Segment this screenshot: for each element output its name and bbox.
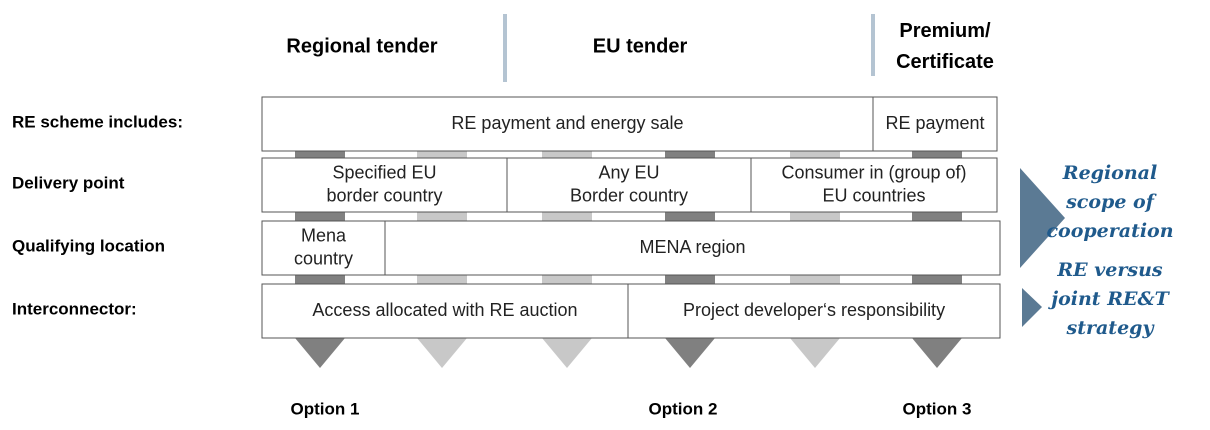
cell-text: Border country	[570, 185, 688, 205]
cell-text: Consumer in (group of)	[781, 162, 966, 182]
cell-box	[872, 96, 998, 152]
cell-text: MENA region	[639, 237, 745, 257]
column-header: Regional tender	[286, 35, 437, 57]
column-header: Certificate	[896, 51, 994, 73]
cell-box	[506, 157, 752, 213]
cell-text: Access allocated with RE auction	[312, 300, 577, 320]
cell-text: EU countries	[822, 185, 925, 205]
cell-box	[384, 220, 1001, 276]
row-label: Qualifying location	[12, 236, 165, 255]
cell-text: Specified EU	[332, 162, 436, 182]
row-label: Delivery point	[12, 173, 125, 192]
column-header: Premium/	[899, 20, 991, 42]
cell-text: RE payment	[885, 113, 984, 133]
cell-box	[261, 220, 386, 276]
side-note: strategy	[1066, 317, 1156, 339]
side-arrow	[1022, 288, 1042, 327]
option-label: Option 1	[291, 399, 360, 418]
cell-box	[261, 283, 629, 339]
side-note: Regional	[1062, 162, 1157, 184]
cell-box	[750, 157, 998, 213]
side-note: joint RE&T	[1047, 288, 1170, 310]
cell-box	[261, 96, 874, 152]
cell-box	[627, 283, 1001, 339]
option-label: Option 2	[649, 399, 718, 418]
row-label: RE scheme includes:	[12, 112, 183, 131]
cell-text: border country	[326, 185, 442, 205]
cell-box	[261, 157, 508, 213]
cell-text: Any EU	[598, 162, 659, 182]
option-label: Option 3	[903, 399, 972, 418]
cell-text: Mena	[301, 225, 347, 245]
cell-text: country	[294, 248, 353, 268]
side-arrow	[1020, 168, 1065, 268]
cell-text: RE payment and energy sale	[451, 113, 683, 133]
side-note: RE versus	[1056, 259, 1163, 281]
side-note: cooperation	[1046, 220, 1173, 242]
column-header: EU tender	[593, 35, 688, 57]
cell-text: Project developer‘s responsibility	[683, 300, 945, 320]
side-note: scope of	[1065, 191, 1157, 213]
row-label: Interconnector:	[12, 299, 137, 318]
